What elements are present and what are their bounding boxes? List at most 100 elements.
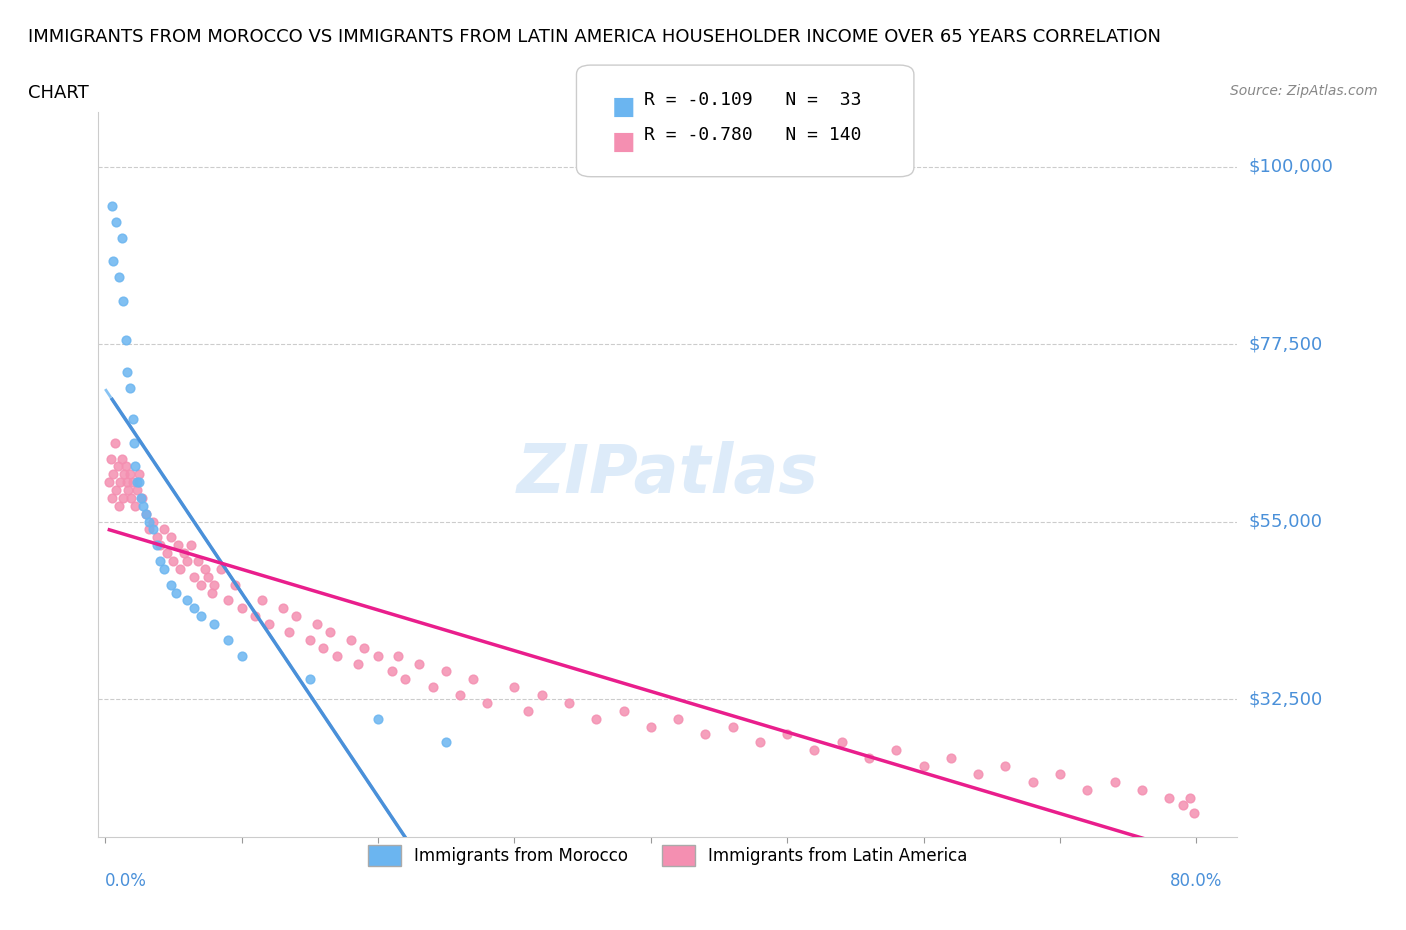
Point xyxy=(165,585,187,600)
Point xyxy=(166,538,188,552)
Text: ■: ■ xyxy=(612,130,636,154)
Point xyxy=(114,459,136,474)
Point xyxy=(339,632,361,647)
Point xyxy=(110,451,132,466)
Point xyxy=(194,562,217,577)
Point xyxy=(183,569,205,584)
Point xyxy=(1021,775,1043,790)
Point xyxy=(394,671,416,686)
Point xyxy=(108,498,131,513)
Point xyxy=(776,727,799,742)
Point xyxy=(312,641,335,656)
Point xyxy=(695,727,717,742)
Point xyxy=(153,522,176,537)
Legend: Immigrants from Morocco, Immigrants from Latin America: Immigrants from Morocco, Immigrants from… xyxy=(361,839,974,872)
Point xyxy=(98,474,121,489)
Point xyxy=(585,711,607,726)
Point xyxy=(912,759,935,774)
Text: ZIPatlas: ZIPatlas xyxy=(517,442,818,507)
Point xyxy=(124,498,146,513)
Point xyxy=(176,593,198,608)
Point xyxy=(939,751,962,765)
Point xyxy=(128,474,150,489)
Point xyxy=(118,467,141,482)
Point xyxy=(159,530,181,545)
Point xyxy=(120,490,142,505)
Point xyxy=(1178,790,1201,805)
Point xyxy=(367,648,389,663)
Text: $32,500: $32,500 xyxy=(1249,690,1323,708)
Point xyxy=(149,538,172,552)
Point xyxy=(118,380,141,395)
Text: $55,000: $55,000 xyxy=(1249,512,1323,531)
Point xyxy=(131,490,153,505)
Point xyxy=(994,759,1017,774)
Text: $100,000: $100,000 xyxy=(1249,158,1333,176)
Point xyxy=(1049,766,1071,781)
Point xyxy=(197,569,219,584)
Point xyxy=(245,609,267,624)
Point xyxy=(202,617,225,631)
Point xyxy=(149,553,172,568)
Point xyxy=(305,617,328,631)
Point xyxy=(298,671,321,686)
Point xyxy=(146,530,169,545)
Point xyxy=(112,467,135,482)
Point xyxy=(115,365,138,379)
Text: R = -0.780   N = 140: R = -0.780 N = 140 xyxy=(644,126,862,144)
Point xyxy=(666,711,689,726)
Point xyxy=(434,664,457,679)
Point xyxy=(180,538,202,552)
Text: IMMIGRANTS FROM MOROCCO VS IMMIGRANTS FROM LATIN AMERICA HOUSEHOLDER INCOME OVER: IMMIGRANTS FROM MOROCCO VS IMMIGRANTS FR… xyxy=(28,28,1161,46)
Point xyxy=(103,254,125,269)
Point xyxy=(125,483,148,498)
Point xyxy=(503,680,526,695)
Point xyxy=(105,483,128,498)
Point xyxy=(103,467,125,482)
Point xyxy=(176,553,198,568)
Point xyxy=(121,474,143,489)
Point xyxy=(803,743,825,758)
Point xyxy=(285,609,308,624)
Point xyxy=(111,490,134,505)
Point xyxy=(271,601,294,616)
Point xyxy=(209,562,232,577)
Point xyxy=(967,766,990,781)
Point xyxy=(201,585,224,600)
Point xyxy=(125,474,148,489)
Point xyxy=(115,474,138,489)
Point xyxy=(858,751,880,765)
Point xyxy=(202,578,225,592)
Point xyxy=(1130,782,1153,797)
Point xyxy=(463,671,485,686)
Point xyxy=(101,199,124,214)
Point xyxy=(1157,790,1180,805)
Point xyxy=(105,215,128,230)
Point xyxy=(114,333,136,348)
Point xyxy=(124,459,146,474)
Point xyxy=(408,656,430,671)
Point xyxy=(138,522,160,537)
Point xyxy=(108,270,131,285)
Point xyxy=(217,632,239,647)
Text: ■: ■ xyxy=(612,95,636,119)
Point xyxy=(183,601,205,616)
Text: CHART: CHART xyxy=(28,84,89,101)
Point xyxy=(1182,806,1205,821)
Text: R = -0.109   N =  33: R = -0.109 N = 33 xyxy=(644,91,862,109)
Point xyxy=(434,735,457,750)
Point xyxy=(367,711,389,726)
Point xyxy=(146,538,169,552)
Point xyxy=(153,562,176,577)
Point xyxy=(298,632,321,647)
Point xyxy=(128,467,150,482)
Point xyxy=(121,412,143,427)
Point xyxy=(231,601,253,616)
Point xyxy=(278,625,301,640)
Point xyxy=(100,451,122,466)
Point xyxy=(319,625,342,640)
Point xyxy=(558,696,581,711)
Point xyxy=(190,609,212,624)
Point xyxy=(107,459,129,474)
Point xyxy=(132,498,155,513)
